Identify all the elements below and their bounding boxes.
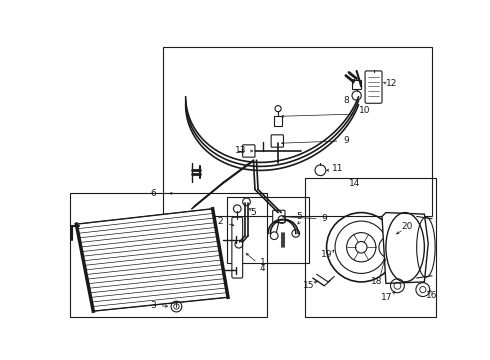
- FancyBboxPatch shape: [271, 135, 283, 147]
- Bar: [274, 116, 282, 126]
- Text: 11: 11: [332, 164, 343, 173]
- Text: 12: 12: [386, 79, 398, 88]
- Text: 5: 5: [297, 212, 302, 221]
- FancyBboxPatch shape: [232, 217, 243, 278]
- Text: 19: 19: [321, 251, 332, 260]
- Text: 18: 18: [371, 278, 382, 287]
- Text: 1: 1: [260, 258, 266, 267]
- Text: 14: 14: [349, 179, 361, 188]
- Text: 17: 17: [381, 293, 392, 302]
- Ellipse shape: [355, 242, 367, 253]
- Bar: [163, 47, 432, 216]
- Text: 16: 16: [426, 291, 438, 300]
- FancyBboxPatch shape: [243, 145, 255, 157]
- Bar: [305, 178, 436, 316]
- FancyBboxPatch shape: [273, 210, 285, 222]
- Text: 10: 10: [359, 107, 371, 116]
- FancyBboxPatch shape: [365, 71, 382, 103]
- Text: 9: 9: [321, 214, 327, 223]
- Text: 5: 5: [250, 208, 256, 217]
- Text: 6: 6: [150, 189, 156, 198]
- Bar: [352, 80, 361, 89]
- Text: 9: 9: [343, 136, 349, 145]
- Text: 7: 7: [349, 79, 355, 88]
- Text: 4: 4: [260, 264, 266, 273]
- Text: 20: 20: [402, 222, 413, 231]
- Text: 2: 2: [218, 217, 223, 226]
- Text: 8: 8: [343, 96, 349, 105]
- Text: 15: 15: [303, 281, 315, 290]
- Text: 3: 3: [150, 301, 156, 310]
- Bar: [227, 197, 309, 263]
- Bar: [70, 193, 267, 316]
- Text: 13: 13: [235, 147, 247, 156]
- Polygon shape: [382, 213, 428, 283]
- Polygon shape: [76, 209, 228, 311]
